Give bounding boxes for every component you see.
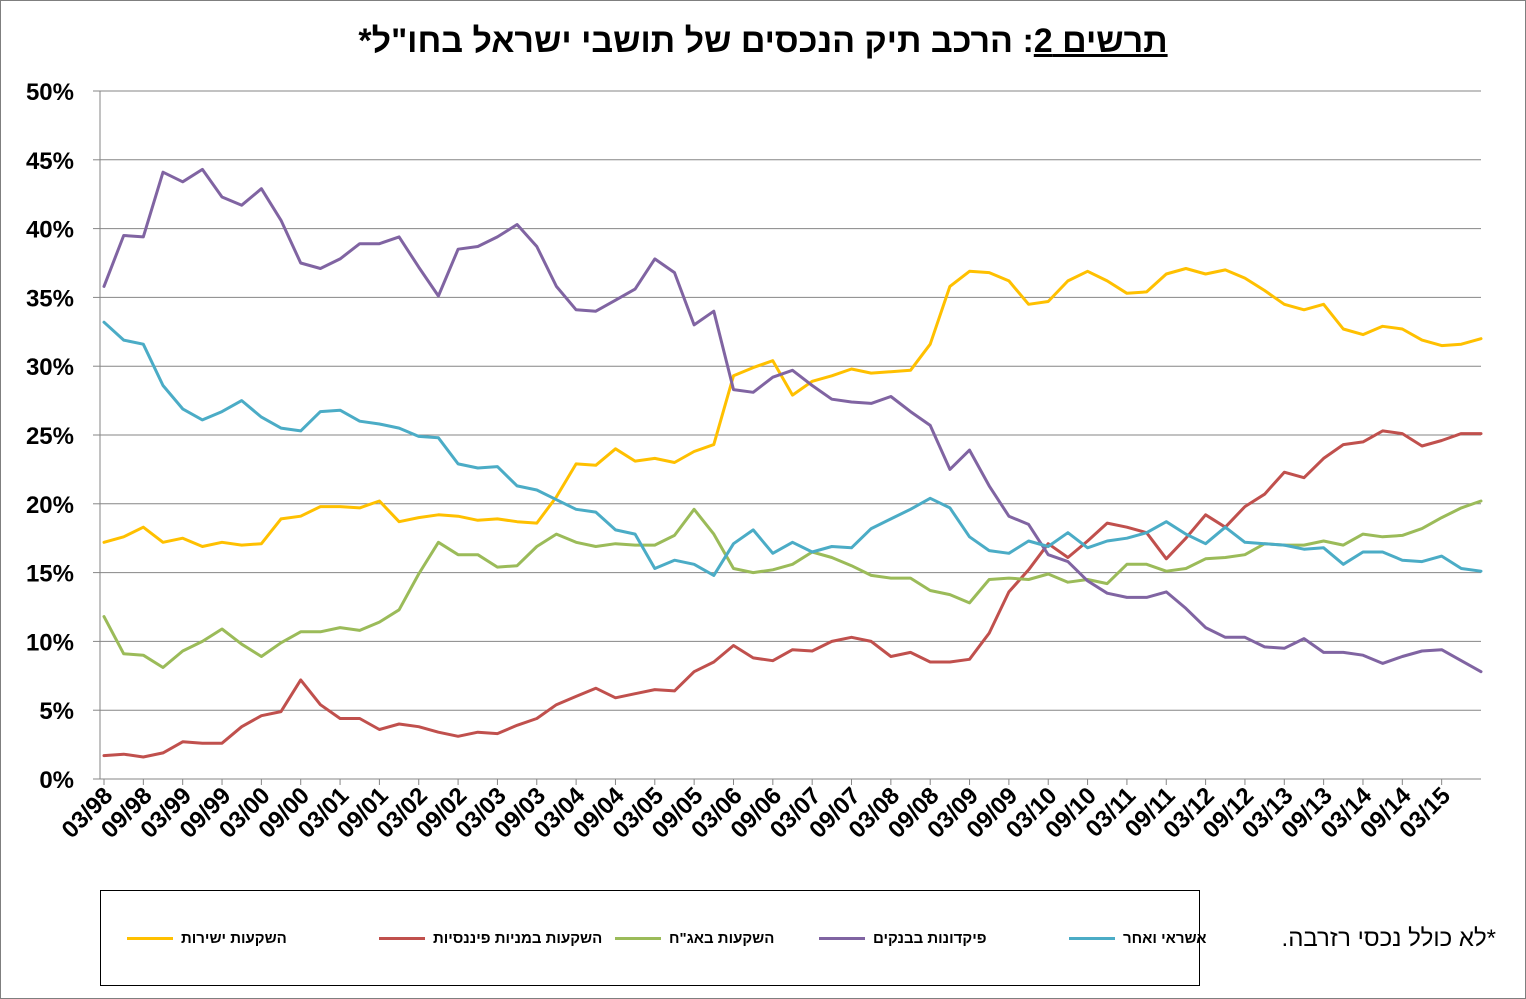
legend-item-financial-equity: השקעות במניות פיננסיות xyxy=(379,927,602,949)
y-tick-labels: 0% 5% 10% 15% 20% 25% 30% 35% 40% 45% 50% xyxy=(26,79,74,794)
y-tick-label: 50% xyxy=(26,79,74,106)
y-tick-label: 0% xyxy=(39,767,74,794)
chart-title-lead: תרשים 2 xyxy=(1033,22,1168,60)
legend-item-direct-investment: השקעות ישירות xyxy=(127,927,287,949)
x-tick-labels: 03/9809/9803/9909/9903/0009/0003/0109/01… xyxy=(57,782,1456,844)
legend-swatch xyxy=(127,936,173,940)
y-tick-label: 40% xyxy=(26,217,74,244)
legend: השקעות ישירות השקעות במניות פיננסיות השק… xyxy=(100,890,1206,986)
y-tick-label: 35% xyxy=(26,285,74,312)
legend-label: פיקדונות בבנקים xyxy=(873,929,987,947)
y-tick-label: 20% xyxy=(26,492,74,519)
legend-item-bank-deposits: פיקדונות בבנקים xyxy=(819,927,987,949)
gridlines xyxy=(100,90,1481,711)
footnote: *לא כולל נכסי רזרבה. xyxy=(1281,925,1496,952)
series-line xyxy=(102,499,1483,669)
legend-label: השקעות ישירות xyxy=(181,929,287,947)
series-group xyxy=(102,167,1483,759)
y-tick-label: 30% xyxy=(26,354,74,381)
legend-swatch xyxy=(819,936,865,940)
line-chart: 0% 5% 10% 15% 20% 25% 30% 35% 40% 45% 50% 03/9809/… xyxy=(26,79,1483,844)
axes xyxy=(93,90,1481,785)
legend-label: אשראי ואחר xyxy=(1123,929,1207,947)
legend-item-credit-other: אשראי ואחר xyxy=(1069,927,1206,949)
series-line xyxy=(102,429,1483,759)
y-tick-label: 15% xyxy=(26,561,74,588)
legend-item-bonds: השקעות באג"ח xyxy=(615,927,774,949)
series-line xyxy=(102,320,1483,577)
y-tick-label: 10% xyxy=(26,629,74,656)
legend-label: השקעות באג"ח xyxy=(669,929,775,947)
legend-swatch xyxy=(1069,936,1115,940)
chart-title: תרשים 2: הרכב תיק הנכסים של תושבי ישראל … xyxy=(0,22,1526,61)
y-tick-label: 5% xyxy=(39,698,74,725)
y-tick-label: 25% xyxy=(26,423,74,450)
legend-swatch xyxy=(615,936,661,940)
series-line xyxy=(102,167,1483,674)
legend-label: השקעות במניות פיננסיות xyxy=(433,929,603,947)
legend-swatch xyxy=(379,936,425,940)
chart-title-rest: : הרכב תיק הנכסים של תושבי ישראל בחו"ל* xyxy=(358,22,1034,60)
series-line xyxy=(102,267,1483,548)
y-tick-label: 45% xyxy=(26,148,74,175)
